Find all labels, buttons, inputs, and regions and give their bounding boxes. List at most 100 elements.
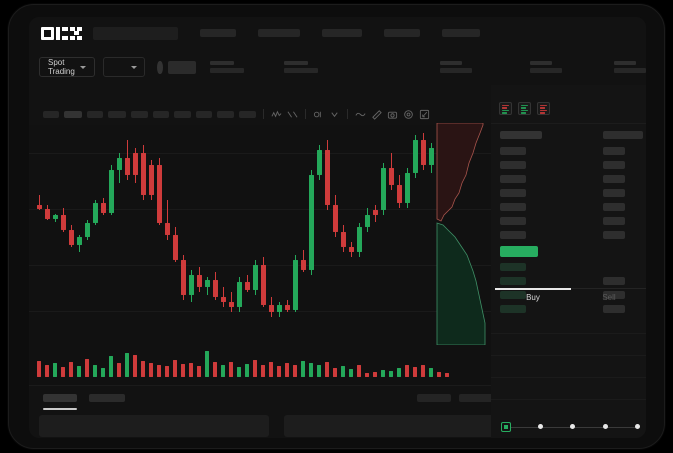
orderbook-ask-row-2-amount	[603, 161, 625, 169]
tf-15m[interactable]	[87, 110, 103, 118]
slider-step-75[interactable]	[602, 424, 608, 429]
tf-custom[interactable]	[239, 110, 256, 118]
volume-bar	[181, 364, 185, 377]
candle-body	[237, 282, 242, 308]
candle-body	[37, 205, 42, 209]
nav-item-4[interactable]	[384, 29, 420, 37]
tab-buy[interactable]: Buy	[526, 293, 540, 302]
tf-5m[interactable]	[64, 110, 82, 118]
action-cancel-all[interactable]	[459, 394, 493, 402]
orderbook-view-asks-icon[interactable]	[537, 102, 550, 115]
stat-high-24h	[440, 61, 472, 73]
orderbook-view-bids-icon[interactable]	[518, 102, 531, 115]
tab-order-history[interactable]	[89, 394, 125, 402]
orderbook-bid-row-4-price[interactable]	[500, 305, 526, 313]
template-icon[interactable]	[313, 109, 324, 120]
chevron-down-icon[interactable]	[329, 109, 340, 120]
camera-icon[interactable]	[387, 109, 398, 120]
candle-body	[213, 279, 218, 298]
candle-body	[125, 157, 130, 176]
orderbook-bid-row-4-amount	[603, 305, 625, 313]
stat-change-24h	[284, 61, 318, 73]
ruler-icon[interactable]	[371, 109, 382, 120]
orderbook-ask-row-7-price[interactable]	[500, 231, 526, 239]
orderbook-spread-price[interactable]	[500, 246, 538, 257]
fullscreen-icon[interactable]	[419, 109, 430, 120]
line-chart-icon[interactable]	[355, 109, 366, 120]
panel-assets[interactable]	[39, 415, 269, 437]
orderbook-view-both-icon[interactable]	[499, 102, 512, 115]
okx-logo[interactable]	[41, 26, 83, 40]
market-mode-selector[interactable]: Spot Trading	[39, 57, 95, 77]
tab-open-orders[interactable]	[43, 394, 77, 402]
candle-body	[93, 202, 98, 223]
orderbook-header-price[interactable]	[500, 131, 542, 139]
toolbar-divider	[305, 109, 306, 119]
nav-item-5[interactable]	[442, 29, 480, 37]
candle-body	[149, 165, 154, 196]
candle-body	[133, 152, 138, 176]
candle-body	[389, 167, 394, 186]
amount-slider[interactable]	[501, 422, 640, 432]
tf-1h[interactable]	[108, 110, 126, 118]
candle-body	[269, 304, 274, 313]
orderbook-bid-row-2-amount	[603, 277, 625, 285]
stat-volume-24h-label	[614, 61, 636, 65]
tf-1m[interactable]	[43, 110, 59, 118]
nav-item-3[interactable]	[322, 29, 362, 37]
candle-body	[157, 165, 162, 223]
slider-handle[interactable]	[501, 422, 511, 432]
slider-step-50[interactable]	[570, 424, 575, 429]
volume-bar	[405, 365, 409, 377]
slider-step-100[interactable]	[635, 424, 640, 429]
indicator-icon[interactable]	[271, 109, 282, 120]
candle-body	[301, 259, 306, 270]
search-input[interactable]	[93, 26, 178, 40]
orderbook-bid-row-3-price[interactable]	[500, 291, 526, 299]
slider-step-25[interactable]	[537, 424, 543, 429]
tf-1d[interactable]	[153, 110, 169, 118]
orderbook-ask-row-1-price[interactable]	[500, 147, 526, 155]
stat-change-24h-value	[284, 68, 318, 73]
tab-sell[interactable]: Sell	[602, 293, 616, 302]
field-price[interactable]	[491, 355, 646, 356]
field-order-type[interactable]	[491, 333, 646, 334]
nav-item-1[interactable]	[200, 29, 236, 37]
volume-bar	[317, 365, 321, 377]
orderbook-bid-row-2-price[interactable]	[500, 277, 526, 285]
trading-pair-selector[interactable]	[102, 57, 146, 77]
settings-icon[interactable]	[403, 109, 414, 120]
candle-body	[77, 237, 82, 245]
volume-bar	[101, 368, 105, 377]
tf-more[interactable]	[217, 110, 234, 118]
tf-1w[interactable]	[174, 110, 191, 118]
field-total[interactable]	[491, 399, 646, 400]
tf-4h[interactable]	[131, 110, 148, 118]
orderbook-ask-row-5-price[interactable]	[500, 203, 526, 211]
orderbook-ask-row-2-price[interactable]	[500, 161, 526, 169]
orderbook-ask-row-6-price[interactable]	[500, 217, 526, 225]
orderbook-ask-row-4-price[interactable]	[500, 189, 526, 197]
compare-icon[interactable]	[287, 109, 298, 120]
candle-body	[229, 302, 234, 308]
orderbook-ask-row-1-amount	[603, 147, 625, 155]
nav-item-2[interactable]	[258, 29, 300, 37]
candle-body	[397, 185, 402, 203]
action-hide-other-pairs[interactable]	[417, 394, 451, 402]
field-amount[interactable]	[491, 377, 646, 378]
orderbook-ask-row-3-price[interactable]	[500, 175, 526, 183]
pair-avatar	[157, 60, 163, 74]
volume-bar	[309, 363, 313, 377]
candle-body	[165, 222, 170, 235]
tab-bar-rule	[571, 288, 646, 289]
volume-bar	[157, 365, 161, 377]
tf-1mo[interactable]	[196, 110, 212, 118]
volume-bar	[285, 363, 289, 377]
orderbook-bid-row-1-price[interactable]	[500, 263, 526, 271]
volume-bar	[45, 365, 49, 377]
panel-orders[interactable]	[284, 415, 502, 437]
candlestick-chart[interactable]	[29, 125, 491, 337]
chart-gridline-3	[29, 311, 491, 312]
orderbook-bid-row-3-amount	[603, 291, 625, 299]
volume-bar	[229, 362, 233, 377]
